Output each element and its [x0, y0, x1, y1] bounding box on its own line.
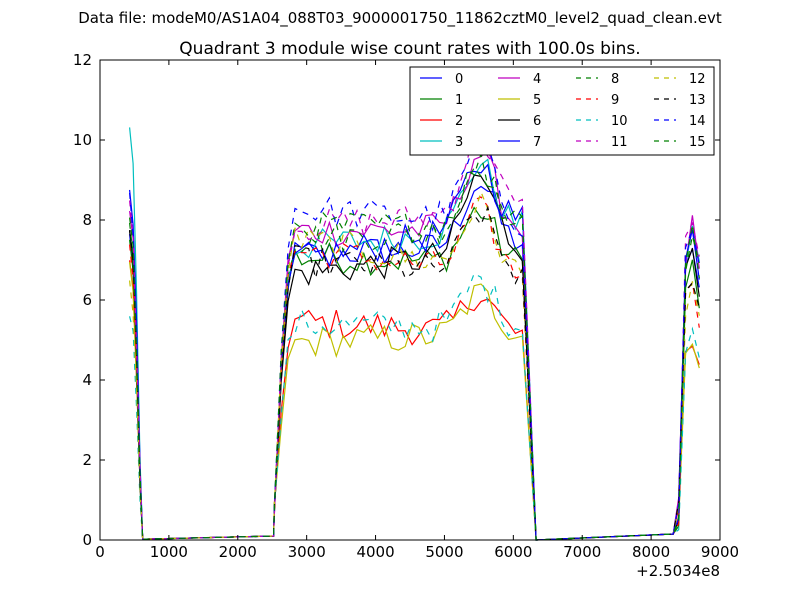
x-tick-label: 3000	[288, 543, 326, 561]
chart-title: Quadrant 3 module wise count rates with …	[179, 39, 640, 59]
x-tick-label: 7000	[563, 543, 601, 561]
series-line-3	[129, 127, 700, 541]
x-offset-label: +2.5034e8	[636, 562, 720, 580]
series-line-14	[129, 142, 700, 541]
x-tick-label: 5000	[425, 543, 463, 561]
y-tick-label: 12	[73, 51, 92, 69]
x-tick-label: 9000	[701, 543, 739, 561]
y-tick-label: 4	[82, 371, 92, 389]
legend-label-4: 4	[533, 72, 541, 87]
y-tick-label: 10	[73, 131, 92, 149]
series-line-11	[129, 125, 700, 541]
legend-label-9: 9	[611, 93, 619, 108]
x-tick-label: 0	[95, 543, 105, 561]
series-line-15	[129, 151, 700, 541]
legend-label-1: 1	[455, 93, 463, 108]
series-line-12	[129, 190, 700, 541]
x-tick-label: 2000	[219, 543, 257, 561]
series-line-6	[129, 174, 700, 541]
series-line-1	[129, 206, 700, 541]
legend-label-14: 14	[689, 114, 706, 129]
y-tick-label: 6	[82, 291, 92, 309]
series-line-0	[129, 185, 700, 541]
x-tick-label: 1000	[150, 543, 188, 561]
legend-label-5: 5	[533, 93, 541, 108]
plot-lines	[129, 125, 700, 541]
legend-box	[409, 66, 715, 156]
legend-label-10: 10	[611, 114, 628, 129]
legend-label-0: 0	[455, 72, 463, 87]
x-axis: 0 1000 2000 3000 4000 5000 6000 7000 8000 9000	[95, 60, 739, 561]
y-tick-label: 2	[82, 451, 92, 469]
y-tick-label: 8	[82, 211, 92, 229]
series-line-2	[129, 260, 700, 541]
legend-label-7: 7	[533, 135, 541, 150]
legend-label-13: 13	[689, 93, 706, 108]
legend-label-8: 8	[611, 72, 619, 87]
series-line-13	[129, 205, 700, 541]
chart-suptitle: Data file: modeM0/AS1A04_088T03_90000017…	[78, 9, 722, 28]
legend-label-15: 15	[689, 135, 706, 150]
legend-label-11: 11	[611, 135, 628, 150]
legend-label-3: 3	[455, 135, 463, 150]
series-line-9	[129, 196, 700, 541]
series-line-4	[129, 149, 700, 541]
series-line-10	[129, 272, 700, 541]
series-line-5	[129, 262, 700, 541]
x-tick-label: 8000	[632, 543, 670, 561]
legend-label-6: 6	[533, 114, 541, 129]
legend-label-12: 12	[689, 72, 706, 87]
series-line-8	[129, 166, 700, 541]
x-tick-label: 4000	[356, 543, 394, 561]
y-tick-label: 0	[82, 531, 92, 549]
legend-label-2: 2	[455, 114, 463, 129]
x-tick-label: 6000	[494, 543, 532, 561]
